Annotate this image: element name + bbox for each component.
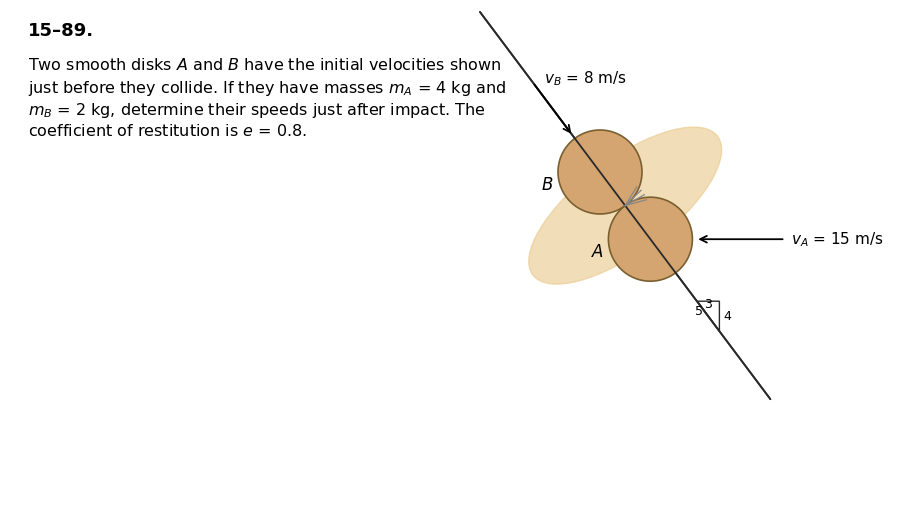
Text: 5: 5 <box>696 305 703 318</box>
Circle shape <box>608 197 692 281</box>
Text: $m_B$ = 2 kg, determine their speeds just after impact. The: $m_B$ = 2 kg, determine their speeds jus… <box>28 101 486 120</box>
Text: 15–89.: 15–89. <box>28 22 94 40</box>
Text: Two smooth disks $\it{A}$ and $\it{B}$ have the initial velocities shown: Two smooth disks $\it{A}$ and $\it{B}$ h… <box>28 57 501 73</box>
Text: coefficient of restitution is $e$ = 0.8.: coefficient of restitution is $e$ = 0.8. <box>28 123 307 139</box>
Ellipse shape <box>529 127 721 284</box>
Text: 4: 4 <box>723 310 731 323</box>
Text: 3: 3 <box>705 298 712 311</box>
Circle shape <box>558 130 642 214</box>
Text: $v_A$ = 15 m/s: $v_A$ = 15 m/s <box>792 230 884 248</box>
Text: just before they collide. If they have masses $m_A$ = 4 kg and: just before they collide. If they have m… <box>28 79 506 98</box>
Text: $v_B$ = 8 m/s: $v_B$ = 8 m/s <box>544 69 627 88</box>
Text: $A$: $A$ <box>591 243 604 261</box>
Text: $B$: $B$ <box>541 175 554 194</box>
